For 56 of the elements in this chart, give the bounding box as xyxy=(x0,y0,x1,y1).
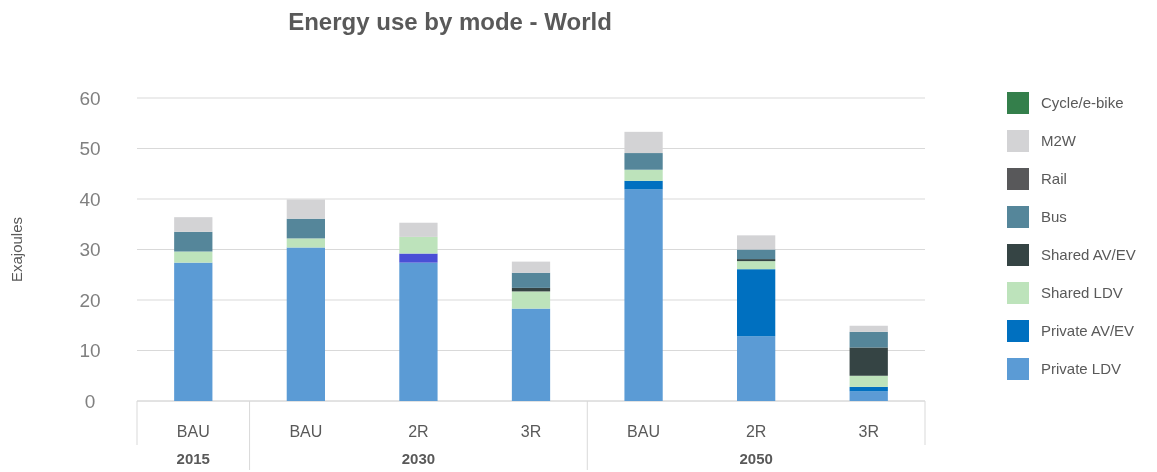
y-axis-title: Exajoules xyxy=(8,216,25,283)
legend-label: Shared AV/EV xyxy=(1041,246,1136,264)
bar xyxy=(737,259,776,262)
bar xyxy=(399,236,438,254)
bar xyxy=(624,153,663,170)
bar xyxy=(399,222,438,237)
legend-label: Private AV/EV xyxy=(1041,322,1135,340)
legend-label: Private LDV xyxy=(1041,360,1122,378)
bar xyxy=(737,336,776,401)
bar xyxy=(737,261,776,270)
bar xyxy=(737,269,776,337)
y-tick-label: 40 xyxy=(79,188,101,210)
bar xyxy=(849,331,888,348)
legend-label: M2W xyxy=(1041,132,1077,150)
bar xyxy=(624,169,663,181)
bar xyxy=(849,347,888,376)
bar xyxy=(849,375,888,387)
bar xyxy=(174,251,213,263)
y-tick-label: 20 xyxy=(79,289,101,311)
legend-label: Shared LDV xyxy=(1041,284,1123,302)
bar xyxy=(511,261,551,273)
bar xyxy=(624,189,663,401)
y-tick-label: 60 xyxy=(79,87,101,109)
bar xyxy=(737,249,776,260)
y-tick-label: 10 xyxy=(79,340,101,362)
bar xyxy=(511,308,551,401)
x-tick-label: BAU xyxy=(289,423,323,440)
x-tick-label: 3R xyxy=(520,423,542,440)
x-tick-label: 2R xyxy=(745,423,767,440)
x-tick-label: 3R xyxy=(858,423,879,440)
x-tick-label: BAU xyxy=(176,423,210,440)
x-tick-label: BAU xyxy=(627,423,661,440)
bar xyxy=(174,262,213,401)
y-tick-label: 0 xyxy=(84,390,96,412)
bar xyxy=(849,391,888,401)
bar xyxy=(399,253,438,263)
bar xyxy=(286,247,325,401)
legend-label: Rail xyxy=(1041,170,1067,188)
bar xyxy=(511,272,551,288)
text: 2015 xyxy=(176,450,210,467)
bar xyxy=(286,218,325,239)
y-tick-label: 30 xyxy=(79,239,101,261)
bar xyxy=(174,231,213,252)
bar xyxy=(286,238,325,248)
x-tick-label: 2R xyxy=(408,423,429,440)
bar xyxy=(399,262,438,401)
y-tick-label: 50 xyxy=(79,138,101,160)
bar xyxy=(849,325,888,332)
bar xyxy=(511,291,551,309)
bar xyxy=(174,217,213,232)
text: 2050 xyxy=(739,450,773,467)
bar xyxy=(624,180,663,190)
legend-label: Cycle/e-bike xyxy=(1041,94,1124,112)
chart-title: Energy use by mode - World xyxy=(288,8,612,35)
legend-label: Bus xyxy=(1041,208,1067,226)
text: 2030 xyxy=(401,450,436,467)
